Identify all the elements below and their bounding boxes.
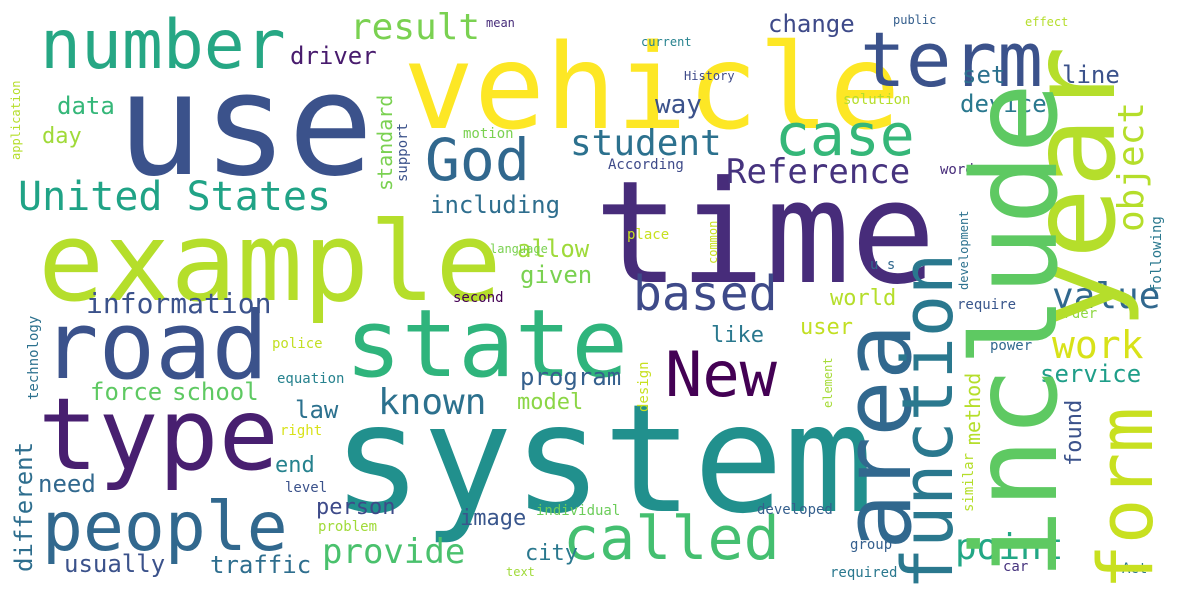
word-usually: usually [64, 550, 166, 578]
word-model: model [517, 390, 584, 415]
word-known: known [378, 382, 487, 423]
word-user: user [800, 315, 853, 340]
word-motion: motion [463, 126, 514, 142]
word-work: work [1052, 323, 1144, 367]
word-found: found [1062, 399, 1087, 466]
word-right: right [280, 423, 323, 439]
word-school: school [172, 378, 259, 406]
word-second: second [453, 290, 504, 306]
word-force: force [90, 378, 163, 406]
word-following: following [1149, 216, 1165, 292]
word-city: city [525, 541, 578, 566]
word-day: day [42, 124, 82, 149]
word-service: service [1040, 360, 1142, 388]
word-end: end [275, 453, 315, 478]
word-set: set [962, 61, 1006, 89]
word-value: value [1052, 276, 1161, 317]
word-car: car [1003, 559, 1029, 575]
word-power: power [990, 338, 1033, 354]
word-equation: equation [277, 371, 345, 387]
word-object: object [1111, 101, 1152, 232]
word-road: road [42, 292, 269, 401]
word-law: law [295, 396, 339, 424]
word-including: including [430, 191, 561, 219]
word-time: time [594, 151, 936, 316]
word-traffic: traffic [210, 551, 312, 579]
word-provide: provide [322, 532, 466, 572]
word-student: student [570, 123, 722, 164]
word-group: group [850, 537, 893, 553]
word-Reference: Reference [726, 152, 911, 192]
word-form: form [1081, 406, 1170, 590]
word-current: current [641, 35, 692, 49]
word-type: type [38, 376, 279, 493]
word-similar: similar [961, 452, 977, 512]
word-problem: problem [318, 519, 378, 535]
word-based: based [633, 266, 778, 322]
word-place: place [627, 227, 670, 243]
word-Act: Act [1122, 561, 1148, 577]
word-support: support [395, 122, 411, 182]
word-technology: technology [26, 315, 42, 400]
word-require: require [957, 297, 1017, 313]
word-effect: effect [1025, 15, 1069, 29]
word-program: program [520, 363, 622, 391]
word-standard: standard [373, 94, 397, 191]
word-History: History [684, 69, 735, 83]
word-According: According [608, 157, 684, 173]
word-vehicle: vehicle [403, 18, 901, 156]
word-image: image [460, 506, 527, 531]
word-level: level [285, 480, 328, 496]
word-method: method [961, 372, 985, 445]
word-number: number [40, 6, 286, 85]
word-God: God [425, 126, 530, 194]
word-allow: allow [517, 235, 590, 263]
word-change: change [768, 10, 855, 38]
word-design: design [636, 361, 652, 412]
word-text: text [506, 565, 535, 579]
word-application: application [9, 80, 23, 160]
word-New: New [665, 338, 777, 411]
word-system: system [332, 373, 874, 547]
word-line: line [1062, 61, 1120, 89]
word-point: point [955, 527, 1064, 568]
word-common: common [706, 220, 720, 264]
word-state: state [345, 290, 628, 399]
word-data: data [57, 92, 115, 120]
word-need: need [38, 470, 96, 498]
word-word: word [940, 162, 974, 178]
word-individual: individual [536, 503, 621, 519]
word-device: device [960, 90, 1047, 118]
word-developed: developed [757, 502, 833, 518]
word-given: given [520, 261, 593, 289]
word-different: different [10, 441, 38, 572]
word-result: result [350, 7, 481, 48]
word-people: people [42, 488, 288, 567]
word-person: person [316, 495, 396, 520]
word-world: world [830, 286, 897, 311]
word-element: element [821, 357, 835, 408]
word-example: example [38, 198, 502, 326]
word-use: use [117, 43, 374, 208]
word-order: order [1055, 306, 1098, 322]
word-mean: mean [486, 16, 515, 30]
word-development: development [957, 210, 971, 290]
word-term: term [860, 15, 1044, 104]
word-called: called [563, 504, 780, 574]
word-police: police [272, 336, 323, 352]
word-language: language [490, 242, 548, 256]
word-way: way [655, 90, 702, 120]
word-case: case [775, 101, 915, 169]
word-driver: driver [290, 42, 377, 70]
word-public: public [893, 13, 937, 27]
word-solution: solution [843, 92, 911, 108]
word-required: required [830, 565, 898, 581]
word-united-states: United States [18, 174, 332, 220]
word-information: information [86, 287, 272, 320]
word-function: function [887, 252, 969, 590]
word-like: like [711, 323, 764, 348]
word-u-s: u s [870, 257, 896, 273]
